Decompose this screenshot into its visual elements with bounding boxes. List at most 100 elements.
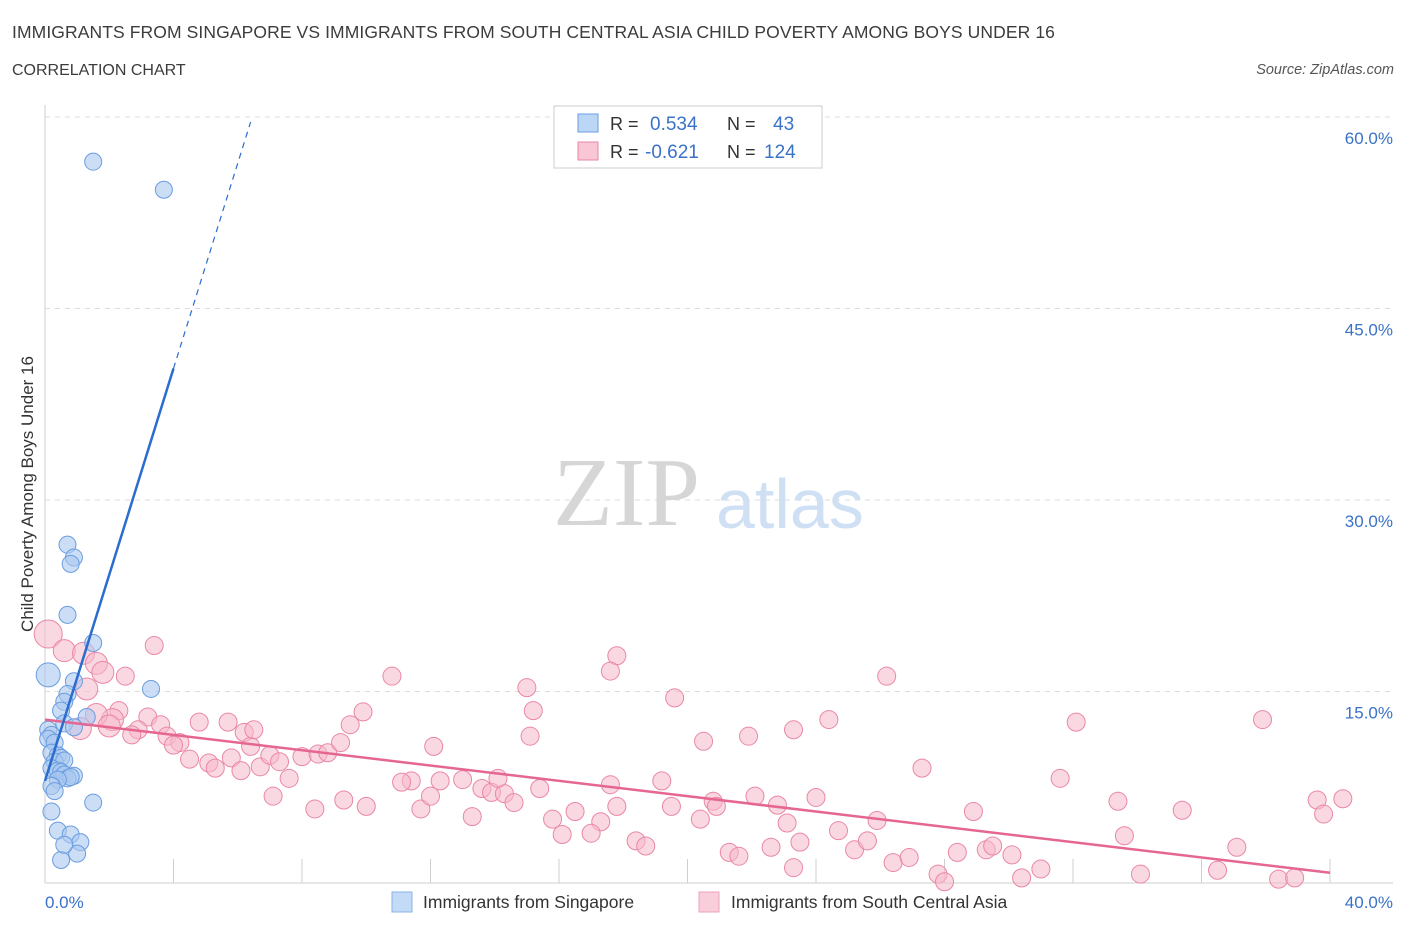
point-sca — [1114, 826, 1134, 846]
point-sca — [1208, 860, 1228, 880]
point-singapore — [84, 793, 103, 812]
point-sca — [784, 858, 804, 878]
point-sca — [661, 796, 681, 816]
y-tick-label: 15.0% — [1345, 704, 1393, 723]
point-sca — [694, 731, 714, 751]
legend-r-label-1: R = — [610, 114, 639, 134]
series-singapore-points — [35, 152, 173, 870]
point-sca — [115, 666, 135, 686]
trend-line-sca — [44, 718, 1331, 875]
point-sca — [1253, 710, 1273, 730]
correlation-legend: R = 0.534 N = 43 R = -0.621 N = 124 — [553, 105, 823, 169]
watermark: ZIP atlas — [553, 439, 864, 547]
point-sca — [1285, 868, 1305, 888]
y-axis-label: Child Poverty Among Boys Under 16 — [18, 356, 37, 632]
legend-n-value-2: 124 — [764, 142, 796, 163]
point-sca — [270, 752, 290, 772]
point-sca — [462, 807, 482, 827]
point-sca — [784, 720, 804, 740]
series-legend: Immigrants from Singapore Immigrants fro… — [391, 891, 1007, 913]
point-sca — [1130, 864, 1150, 884]
point-sca — [189, 712, 209, 732]
watermark-zip: ZIP — [553, 439, 700, 547]
series-legend-swatch-singapore — [391, 891, 413, 913]
legend-n-label-1: N = — [727, 114, 756, 134]
point-sca — [331, 733, 351, 753]
point-singapore — [154, 180, 173, 199]
point-sca — [1333, 789, 1353, 809]
trend-lines — [43, 121, 1331, 875]
point-sca — [636, 836, 656, 856]
series-legend-label-sca: Immigrants from South Central Asia — [731, 892, 1007, 912]
point-sca — [581, 823, 601, 843]
point-sca — [1031, 859, 1051, 879]
point-singapore — [52, 851, 71, 870]
point-sca — [421, 786, 440, 806]
point-sca — [819, 710, 839, 730]
point-singapore — [68, 844, 87, 863]
point-sca — [305, 799, 325, 819]
point-sca — [520, 726, 540, 746]
point-sca — [340, 715, 360, 735]
point-singapore — [45, 782, 64, 801]
point-sca — [1314, 804, 1334, 824]
point-sca — [356, 796, 376, 816]
point-sca — [607, 796, 627, 816]
point-sca — [382, 666, 402, 686]
chart-subtitle: CORRELATION CHART — [12, 62, 186, 79]
point-sca — [1172, 800, 1192, 820]
y-tick-label: 45.0% — [1345, 321, 1393, 340]
point-singapore — [142, 679, 161, 698]
x-tick-label-max: 40.0% — [1345, 893, 1393, 912]
point-sca — [935, 872, 954, 892]
legend-n-label-2: N = — [727, 142, 756, 162]
grid-lines — [45, 116, 1393, 692]
point-sca — [600, 661, 620, 681]
watermark-atlas: atlas — [716, 465, 864, 543]
series-legend-swatch-sca — [698, 891, 720, 913]
point-sca — [790, 832, 810, 852]
point-sca — [777, 813, 797, 833]
point-sca — [411, 799, 431, 819]
point-sca — [52, 639, 76, 663]
point-sca — [279, 768, 299, 788]
y-tick-labels: 15.0% 30.0% 45.0% 60.0% — [1345, 129, 1393, 723]
point-sca — [353, 702, 373, 722]
point-singapore — [55, 835, 74, 854]
point-singapore — [61, 554, 80, 573]
y-tick-label: 30.0% — [1345, 512, 1393, 531]
legend-r-value-2: -0.621 — [645, 142, 699, 163]
series-legend-label-singapore: Immigrants from Singapore — [423, 892, 634, 912]
point-singapore — [42, 802, 61, 821]
point-sca — [1002, 845, 1022, 865]
point-sca — [33, 619, 63, 649]
x-tick-label-min: 0.0% — [45, 893, 84, 912]
trend-line-singapore-extension — [172, 121, 252, 369]
point-singapore — [35, 662, 61, 688]
point-sca — [543, 809, 563, 829]
point-sca — [652, 771, 672, 791]
point-sca — [1066, 712, 1086, 732]
point-sca — [739, 726, 759, 746]
point-sca — [600, 775, 620, 795]
point-sca — [523, 701, 543, 721]
point-sca — [665, 688, 685, 708]
point-sca — [947, 842, 967, 862]
point-sca — [430, 771, 450, 791]
point-singapore — [58, 605, 77, 624]
point-sca — [244, 720, 264, 740]
point-sca — [144, 636, 164, 656]
point-sca — [453, 770, 473, 790]
point-sca — [983, 836, 1003, 856]
point-sca — [828, 821, 848, 841]
chart-title: IMMIGRANTS FROM SINGAPORE VS IMMIGRANTS … — [12, 22, 1056, 42]
point-sca — [1050, 768, 1070, 788]
point-sca — [1108, 791, 1128, 811]
legend-n-value-1: 43 — [773, 114, 794, 135]
legend-r-label-2: R = — [610, 142, 639, 162]
point-sca — [806, 787, 826, 807]
source-label: Source: ZipAtlas.com — [1256, 62, 1394, 78]
point-sca — [530, 779, 550, 799]
point-sca — [218, 712, 238, 732]
